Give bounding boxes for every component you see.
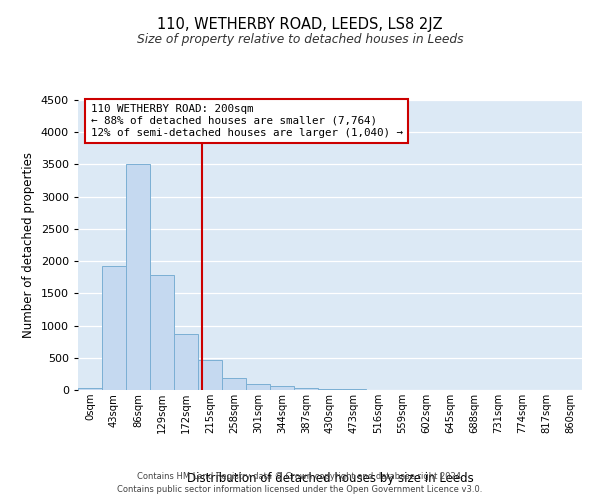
Bar <box>150 276 174 390</box>
X-axis label: Distribution of detached houses by size in Leeds: Distribution of detached houses by size … <box>187 472 473 485</box>
Bar <box>126 164 150 390</box>
Text: 110, WETHERBY ROAD, LEEDS, LS8 2JZ: 110, WETHERBY ROAD, LEEDS, LS8 2JZ <box>157 18 443 32</box>
Bar <box>102 266 126 390</box>
Bar <box>270 386 294 390</box>
Bar <box>174 334 198 390</box>
Text: Contains public sector information licensed under the Open Government Licence v3: Contains public sector information licen… <box>118 485 482 494</box>
Text: 110 WETHERBY ROAD: 200sqm
← 88% of detached houses are smaller (7,764)
12% of se: 110 WETHERBY ROAD: 200sqm ← 88% of detac… <box>91 104 403 138</box>
Bar <box>198 360 222 390</box>
Bar <box>246 384 270 390</box>
Bar <box>318 388 342 390</box>
Bar <box>294 388 318 390</box>
Bar <box>78 388 102 390</box>
Y-axis label: Number of detached properties: Number of detached properties <box>22 152 35 338</box>
Text: Contains HM Land Registry data © Crown copyright and database right 2024.: Contains HM Land Registry data © Crown c… <box>137 472 463 481</box>
Text: Size of property relative to detached houses in Leeds: Size of property relative to detached ho… <box>137 32 463 46</box>
Bar <box>222 378 246 390</box>
